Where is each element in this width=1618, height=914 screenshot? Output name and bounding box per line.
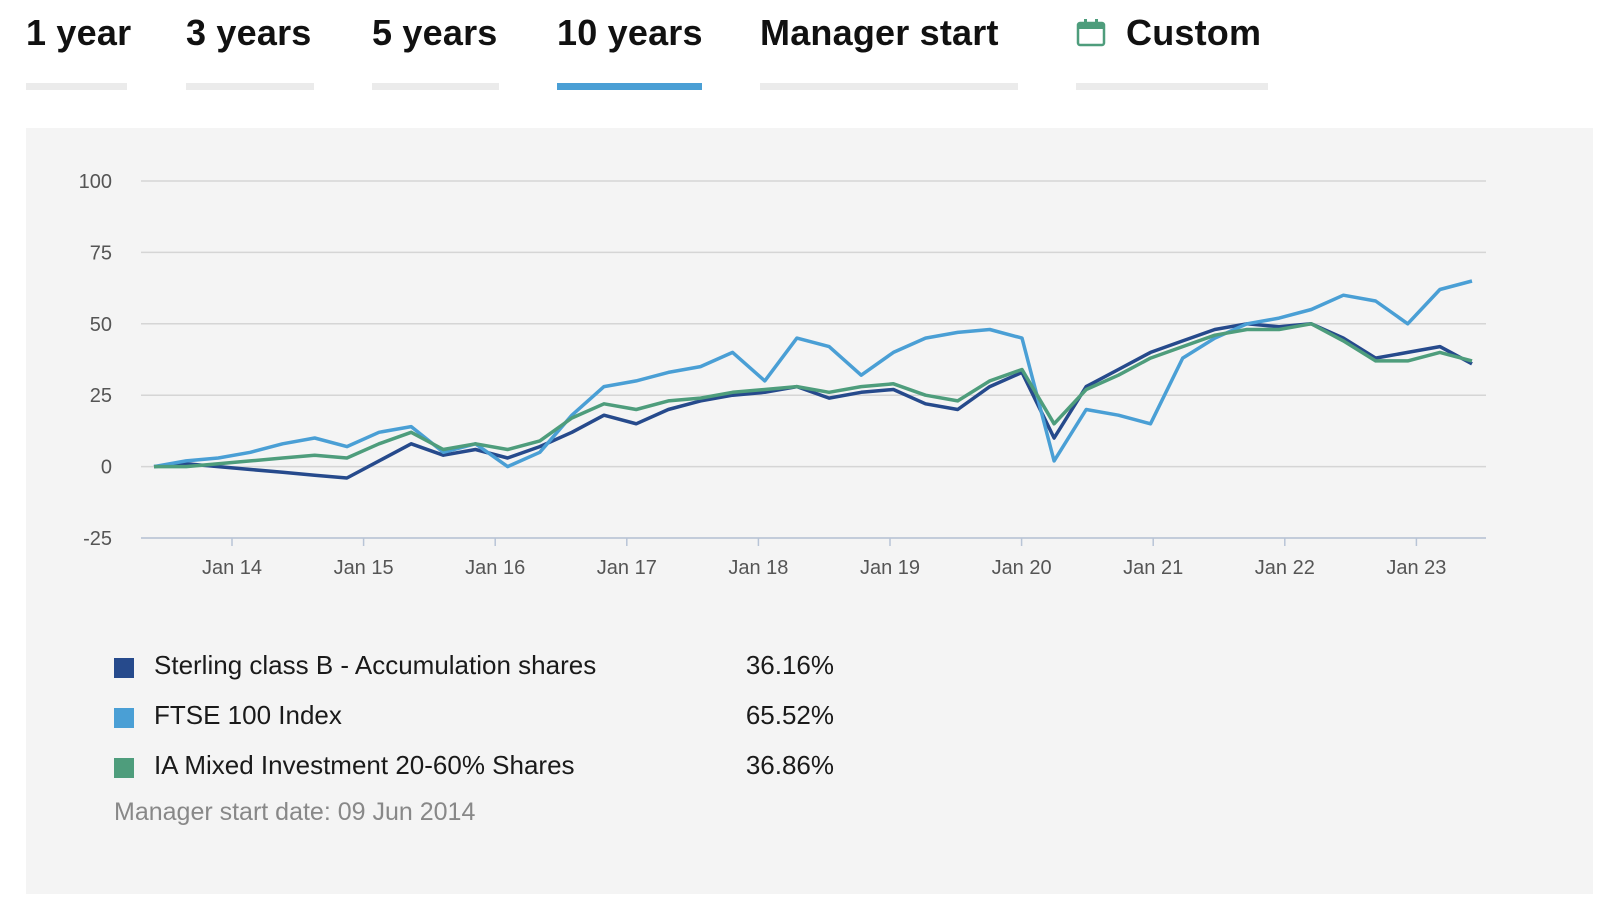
- tab-label: Custom: [1126, 12, 1262, 53]
- legend-item-ia-mixed[interactable]: IA Mixed Investment 20-60% Shares 36.86%: [114, 750, 834, 800]
- x-tick-label: Jan 18: [728, 557, 788, 579]
- y-tick-label: 25: [90, 385, 112, 407]
- x-tick-label: Jan 15: [334, 557, 394, 579]
- tab-manager-start[interactable]: Manager start: [760, 6, 1018, 90]
- x-tick-label: Jan 23: [1386, 557, 1446, 579]
- tab-label: 1 year: [26, 12, 132, 53]
- tab-custom[interactable]: Custom: [1076, 6, 1268, 90]
- legend-series-return: 36.16%: [745, 650, 834, 680]
- x-axis-ticks: Jan 14 Jan 15 Jan 16 Jan 17 Jan 18 Jan 19 Jan …: [141, 537, 1486, 579]
- grid-lines: [141, 180, 1486, 539]
- tab-label: 3 years: [186, 12, 312, 53]
- x-tick-label: Jan 17: [597, 557, 657, 579]
- tab-underline-active: [557, 83, 702, 90]
- legend-series-name: IA Mixed Investment 20-60% Shares: [154, 750, 575, 780]
- y-tick-label: 0: [101, 457, 112, 479]
- x-tick-label: Jan 22: [1255, 557, 1315, 579]
- legend-swatch: [114, 658, 134, 678]
- tab-5-years[interactable]: 5 years: [372, 6, 499, 90]
- tab-label: 10 years: [557, 12, 703, 53]
- calendar-icon: [1076, 19, 1106, 47]
- series-lines: [153, 279, 1473, 480]
- y-tick-label: -25: [83, 528, 112, 550]
- legend-item-sterling[interactable]: Sterling class B - Accumulation shares 3…: [114, 650, 834, 700]
- legend-series-return: 36.86%: [745, 750, 834, 780]
- tab-underline: [26, 83, 127, 90]
- legend-item-ftse[interactable]: FTSE 100 Index 65.52%: [114, 700, 834, 750]
- manager-start-note: Manager start date: 09 Jun 2014: [114, 798, 476, 826]
- y-tick-label: 75: [90, 242, 112, 264]
- legend-swatch: [114, 758, 134, 778]
- chart-legend: Sterling class B - Accumulation shares 3…: [114, 650, 834, 800]
- tab-underline: [1076, 83, 1268, 90]
- x-tick-label: Jan 14: [202, 557, 262, 579]
- tab-underline: [760, 83, 1018, 90]
- period-tabs: 1 year 3 years 5 years 10 years Manager …: [0, 0, 1618, 100]
- legend-series-name: Sterling class B - Accumulation shares: [154, 650, 597, 680]
- y-tick-label: 50: [90, 314, 112, 336]
- tab-label: Manager start: [760, 12, 999, 53]
- tab-3-years[interactable]: 3 years: [186, 6, 314, 90]
- tab-10-years[interactable]: 10 years: [557, 6, 703, 90]
- chart-panel: 100 75 50 25 0 -25 Jan 14 Jan 15 Jan 16 Jan 17 Ja…: [26, 128, 1593, 894]
- series-line-2: [154, 322, 1473, 469]
- x-tick-label: Jan 20: [992, 557, 1052, 579]
- y-axis-ticks: 100 75 50 25 0 -25: [79, 171, 112, 550]
- x-tick-label: Jan 19: [860, 557, 920, 579]
- x-tick-label: Jan 21: [1123, 557, 1183, 579]
- tab-underline: [186, 83, 314, 90]
- tab-underline: [372, 83, 499, 90]
- legend-series-name: FTSE 100 Index: [154, 700, 342, 730]
- y-tick-label: 100: [79, 171, 112, 193]
- tab-label: 5 years: [372, 12, 498, 53]
- series-line-1: [153, 279, 1473, 469]
- tab-1-year[interactable]: 1 year: [26, 6, 131, 90]
- x-tick-label: Jan 16: [465, 557, 525, 579]
- legend-series-return: 65.52%: [745, 700, 834, 730]
- legend-swatch: [114, 708, 134, 728]
